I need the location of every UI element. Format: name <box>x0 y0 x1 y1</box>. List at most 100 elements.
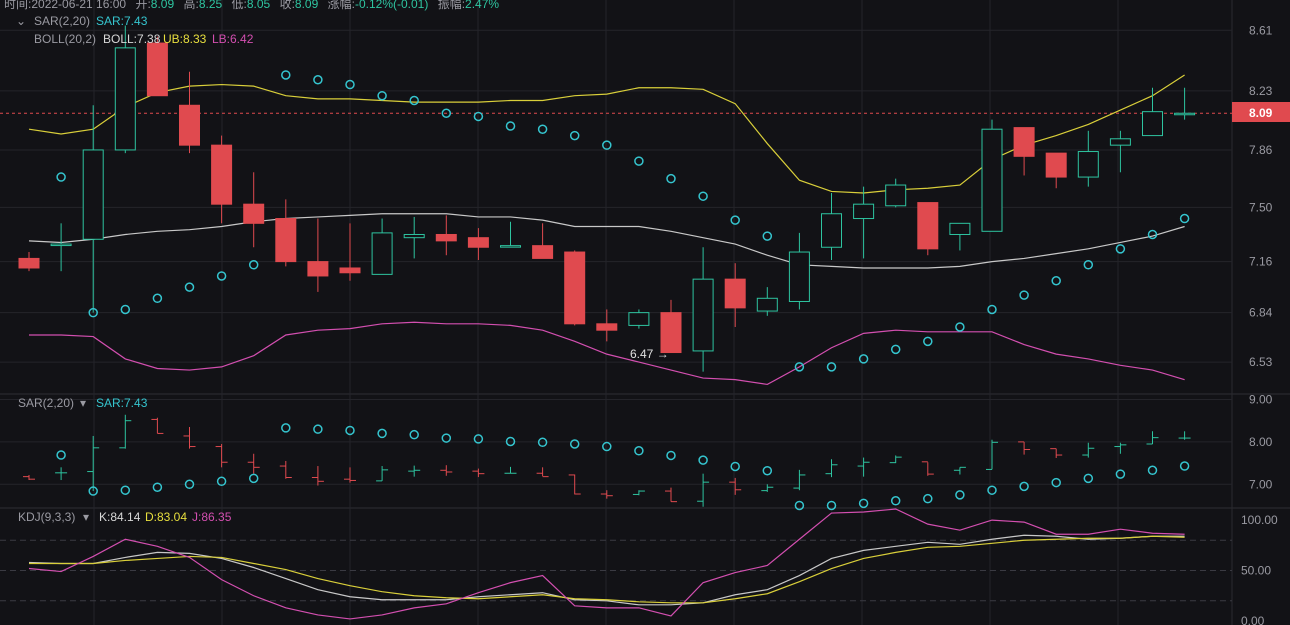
candle[interactable] <box>179 71 200 154</box>
kdj-panel-dropdown-icon[interactable]: ▾ <box>83 510 89 524</box>
sar-dot <box>441 108 452 119</box>
sar-dot <box>1115 244 1126 254</box>
sar-dot <box>537 124 548 134</box>
ohlc-bar <box>697 473 710 507</box>
candle[interactable] <box>1013 127 1035 176</box>
ohlc-bar <box>87 435 100 492</box>
sar-dot <box>1019 290 1029 300</box>
candle[interactable] <box>243 172 265 248</box>
candle-body <box>435 233 457 242</box>
sar-dot <box>1051 477 1061 488</box>
sar-dot <box>473 111 484 122</box>
sar-dot <box>88 307 98 318</box>
ohlc-bar <box>472 468 485 478</box>
candle[interactable] <box>82 105 104 313</box>
candle-body <box>403 233 425 239</box>
candle[interactable] <box>371 218 393 275</box>
sar-dot <box>1179 213 1190 224</box>
sar-dot <box>955 490 965 500</box>
candle[interactable] <box>1109 130 1131 173</box>
candle[interactable] <box>339 223 361 281</box>
price-tick-label: 6.84 <box>1249 306 1273 320</box>
candle[interactable] <box>403 216 425 259</box>
candle[interactable] <box>596 309 618 342</box>
ohlc-bar <box>119 414 132 449</box>
candle[interactable] <box>1045 152 1067 189</box>
candle[interactable] <box>114 25 136 154</box>
candle[interactable] <box>532 223 554 259</box>
candle[interactable] <box>628 309 650 329</box>
kdj-subchart[interactable] <box>0 508 1232 620</box>
candle-body <box>660 312 682 354</box>
sar-dot <box>409 95 419 106</box>
candle[interactable] <box>949 222 971 251</box>
sar-dot <box>858 354 869 364</box>
header-info: 时间:2022-06-21 16:00 开:8.09 高:8.25 低:8.05… <box>4 0 499 11</box>
candle[interactable] <box>917 202 939 256</box>
candle[interactable] <box>1174 87 1196 120</box>
candle-body <box>18 257 40 269</box>
sar-dot <box>602 441 612 452</box>
ohlc-bar <box>857 457 870 477</box>
boll-upper-band <box>28 74 1185 194</box>
candle[interactable] <box>18 252 40 272</box>
header-low-label: 低: <box>232 0 247 11</box>
ohlc-bar <box>440 465 453 476</box>
sar-panel-name[interactable]: SAR(2,20) <box>18 396 74 410</box>
candle[interactable] <box>660 299 682 354</box>
sar-panel-dropdown-icon[interactable]: ▾ <box>80 396 86 410</box>
sar-dot <box>1115 469 1126 479</box>
candle[interactable] <box>275 199 297 267</box>
sar-tick-label: 8.00 <box>1249 435 1273 449</box>
candle[interactable] <box>1077 130 1099 187</box>
ohlc-bar <box>55 467 68 481</box>
sar-dot <box>248 473 259 484</box>
collapse-chevron-icon[interactable]: ⌄ <box>16 14 26 28</box>
kdj-d-line <box>29 535 1185 604</box>
candle-body <box>628 312 650 326</box>
ohlc-bar <box>408 465 421 477</box>
main-boll-name[interactable]: BOLL(20,2) <box>34 32 96 46</box>
candle-body <box>1109 138 1131 146</box>
sar-dot <box>890 496 901 506</box>
kdj-panel-name[interactable]: KDJ(9,3,3) <box>18 510 75 524</box>
main-chart[interactable] <box>0 25 1232 386</box>
sar-dot <box>826 500 837 511</box>
sar-subchart[interactable] <box>23 414 1191 511</box>
sar-dot <box>537 437 548 448</box>
main-sar-value: SAR:7.43 <box>96 14 148 28</box>
ohlc-bar <box>1146 431 1159 445</box>
sar-panel-value: SAR:7.43 <box>96 396 148 410</box>
current-price-box <box>1232 102 1290 122</box>
candle[interactable] <box>788 232 810 310</box>
sar-dot <box>923 336 933 347</box>
candle[interactable] <box>853 186 875 259</box>
candle[interactable] <box>307 218 329 292</box>
candle[interactable] <box>692 247 714 372</box>
candle[interactable] <box>1142 87 1163 137</box>
candle[interactable] <box>211 135 233 224</box>
candle[interactable] <box>756 287 778 316</box>
candle[interactable] <box>724 263 746 328</box>
sar-dot <box>698 191 708 201</box>
header-change-label: 涨幅: <box>328 0 355 11</box>
header-time: 2022-06-21 16:00 <box>31 0 126 11</box>
sar-dot <box>955 322 965 332</box>
candle[interactable] <box>821 193 842 261</box>
candle[interactable] <box>500 221 521 248</box>
sar-dot <box>377 428 387 439</box>
candle-body <box>50 243 72 247</box>
candle[interactable] <box>467 228 489 261</box>
price-tick-label: 8.61 <box>1249 23 1273 37</box>
header-time-label: 时间: <box>4 0 31 11</box>
candle-body <box>788 251 810 302</box>
candle[interactable] <box>50 223 72 272</box>
candle[interactable] <box>146 36 168 97</box>
candle[interactable] <box>981 119 1003 232</box>
main-boll-value: BOLL:7.38 <box>103 32 161 46</box>
candle[interactable] <box>564 250 586 326</box>
candle[interactable] <box>435 215 457 256</box>
candle[interactable] <box>885 178 907 208</box>
main-sar-name[interactable]: SAR(2,20) <box>34 14 90 28</box>
